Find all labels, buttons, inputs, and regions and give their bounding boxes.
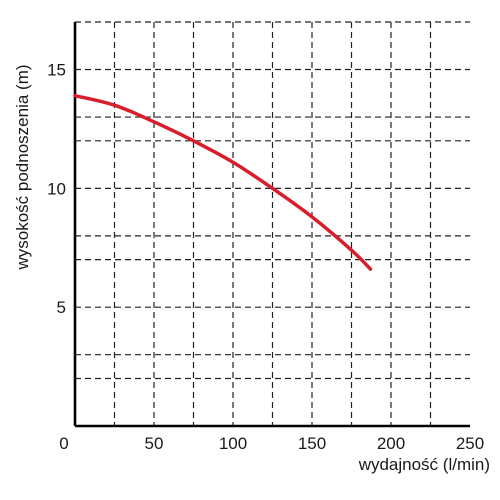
x-tick-label: 200 — [377, 434, 405, 453]
series-line — [73, 93, 373, 271]
x-tick-label: 0 — [59, 434, 68, 453]
y-tick-label: 10 — [47, 179, 66, 198]
y-axis-label: wysokość podnoszenia (m) — [13, 64, 32, 270]
x-tick-label: 100 — [219, 434, 247, 453]
x-tick-label: 250 — [456, 434, 484, 453]
y-tick-label: 5 — [57, 298, 66, 317]
x-tick-label: 150 — [298, 434, 326, 453]
tick-labels: 0 50 100 150 200 250 5 10 15 — [47, 61, 484, 453]
grid — [75, 21, 470, 426]
axes — [73, 22, 470, 428]
y-tick-label: 15 — [47, 61, 66, 80]
x-tick-label: 50 — [145, 434, 164, 453]
series-group — [73, 93, 373, 271]
x-axis-label: wydajność (l/min) — [358, 455, 490, 474]
